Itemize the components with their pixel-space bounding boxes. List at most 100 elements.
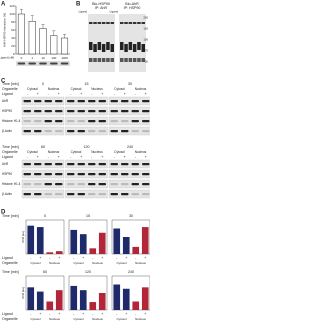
chart-frame	[25, 275, 65, 311]
band	[142, 163, 150, 166]
row-label: Ligand [nM]	[0, 56, 14, 60]
bar	[28, 21, 36, 55]
band	[142, 173, 150, 176]
marker-label: 100	[143, 38, 148, 42]
bar	[50, 35, 58, 55]
band	[110, 183, 118, 186]
band	[77, 183, 85, 186]
protein-label: β-Actin	[2, 129, 12, 133]
bar	[89, 248, 97, 254]
time-value: 15	[85, 82, 89, 86]
band	[34, 173, 42, 176]
ligand-sign: -	[30, 312, 32, 316]
organelle-name: Nucleus	[49, 261, 60, 265]
band	[110, 173, 118, 176]
band	[34, 163, 42, 166]
organelle-name: Cytosol	[30, 261, 40, 265]
organelle-name: Cytosol	[30, 317, 40, 321]
x-tick-label: 100	[51, 56, 56, 60]
band	[110, 193, 118, 196]
ligand-sign: -	[70, 92, 72, 96]
band	[88, 110, 96, 113]
time-value: 120	[84, 145, 90, 149]
organelle-name: Cytosol	[116, 261, 126, 265]
band	[55, 173, 63, 176]
blot	[21, 179, 65, 189]
band	[98, 100, 106, 103]
band	[110, 120, 118, 123]
ligand-sign: +	[39, 256, 41, 260]
band	[137, 42, 141, 50]
organelle-name: Nucleus	[91, 150, 103, 154]
ligand-sign: -	[135, 155, 137, 159]
y-tick-label: 0	[13, 52, 15, 56]
band	[121, 120, 129, 123]
ligand-sign: +	[144, 256, 146, 260]
band	[39, 62, 47, 65]
ligand-sign: +	[145, 92, 147, 96]
ligand-label: Ligand	[2, 312, 13, 316]
band	[89, 22, 93, 24]
band	[55, 163, 63, 166]
band	[110, 110, 118, 113]
band	[77, 193, 85, 196]
band	[67, 130, 75, 133]
blot	[108, 159, 150, 169]
organelle-label: Organelle	[2, 150, 18, 154]
bar	[61, 37, 69, 55]
group-title: Bio-AhR	[125, 2, 139, 6]
ligand-sign: -	[92, 312, 94, 316]
ligand-sign: -	[114, 92, 116, 96]
bar	[89, 302, 97, 310]
band	[120, 22, 124, 24]
band	[142, 130, 150, 133]
blot	[108, 169, 150, 179]
organelle-name: Cytosol	[27, 87, 38, 91]
blot	[108, 189, 150, 199]
band	[132, 44, 137, 52]
band	[89, 58, 93, 62]
band	[93, 58, 97, 62]
organelle-name: Nucleus	[91, 87, 103, 91]
protein-label: Histone H1.4	[2, 119, 21, 123]
band	[98, 110, 106, 113]
ligand-sign: +	[124, 155, 126, 159]
blot	[21, 106, 65, 116]
x-tick-label: 1000	[61, 56, 68, 60]
band	[142, 193, 150, 196]
band	[88, 130, 96, 133]
time-label: Time [min]	[2, 82, 19, 86]
y-tick-label: 120	[9, 4, 14, 8]
band	[110, 22, 114, 24]
band	[23, 120, 31, 123]
x-tick-label: 1	[31, 56, 33, 60]
ligand-sign: -	[73, 256, 75, 260]
ligand-sign: -	[116, 312, 118, 316]
chart-frame	[111, 275, 150, 311]
organelle-name: Cytosol	[116, 317, 126, 321]
time-value: 60	[41, 145, 45, 149]
band	[34, 100, 42, 103]
band	[23, 130, 31, 133]
time-value: 30	[128, 82, 132, 86]
time-value: 0	[44, 214, 46, 218]
bar	[27, 225, 35, 254]
ligand-label: Ligand	[2, 155, 13, 159]
band	[67, 110, 75, 113]
ligand-sign: -	[49, 256, 51, 260]
protein-label: AhR	[2, 99, 9, 103]
organelle-name: Cytosol	[73, 317, 83, 321]
band	[98, 120, 106, 123]
bar	[36, 227, 44, 254]
time-value: 240	[127, 145, 133, 149]
band	[106, 22, 110, 24]
band	[44, 173, 52, 176]
band	[77, 110, 85, 113]
organelle-name: Nucleus	[135, 87, 147, 91]
band	[142, 183, 150, 186]
band	[23, 173, 31, 176]
ligand-sign: +	[37, 155, 39, 159]
protein-label: HSP90	[2, 109, 12, 113]
band	[55, 193, 63, 196]
